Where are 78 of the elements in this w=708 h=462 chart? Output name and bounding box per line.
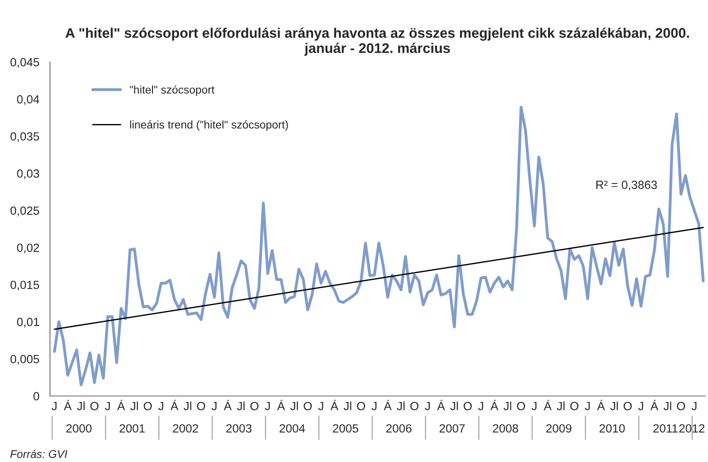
x-tick-label: J (424, 402, 430, 410)
text: 2009 (546, 424, 572, 433)
x-tick-label: Jl (504, 402, 512, 410)
x-tick-label: Jl (77, 402, 85, 410)
x-tick-label: Á (490, 400, 498, 410)
x-tick-label: O (464, 402, 472, 410)
x-tick-label: O (676, 402, 686, 410)
x-tick-label: J (478, 402, 484, 410)
x-tick-label: Á (544, 400, 552, 410)
x-tick-label: Jl (237, 402, 245, 410)
y-tick-label: 0,015 (10, 280, 40, 290)
x-tick-label: J (638, 402, 644, 410)
text: 2004 (280, 424, 305, 433)
y-tick-label: 0,025 (10, 206, 40, 216)
x-tick-label: J (105, 402, 110, 410)
x-tick-label: Jl (396, 402, 405, 410)
x-tick-label: O (517, 402, 526, 410)
text: Forrás: GVI (10, 450, 68, 458)
x-tick-label: J (318, 402, 324, 410)
x-tick-label: Jl (130, 402, 138, 410)
x-tick-label: J (52, 402, 57, 410)
text: 2005 (332, 424, 358, 433)
x-tick-label: O (570, 402, 578, 410)
x-tick-label: Á (437, 400, 445, 410)
text: 2003 (226, 424, 252, 433)
y-tick-label: 0,01 (17, 318, 40, 328)
x-tick-label: Jl (184, 402, 192, 410)
line-series (53, 106, 705, 386)
x-tick-label: Á (650, 400, 658, 410)
x-tick-label: Jl (556, 402, 564, 410)
x-tick-label: Á (117, 400, 126, 410)
text: 2012 (679, 424, 704, 433)
text: 2011 (653, 424, 678, 433)
x-tick-label: Á (170, 400, 178, 410)
x-tick-label: Á (277, 400, 285, 410)
x-tick-label: J (212, 402, 216, 410)
x-tick-label: O (250, 402, 258, 410)
y-tick-label: 0,02 (17, 244, 39, 254)
y-tick-label: 0 (33, 392, 40, 400)
x-tick-label: O (304, 402, 312, 410)
x-tick-label: Á (64, 400, 72, 410)
x-tick-label: J (692, 402, 696, 410)
y-tick-label: 0,03 (17, 169, 40, 180)
x-tick-label: J (158, 402, 164, 410)
text: 2001 (120, 424, 145, 433)
annotation: R² = 0,3863 (596, 180, 657, 190)
x-tick-label: O (624, 402, 632, 410)
x-tick-label: J (372, 402, 376, 410)
text: 2010 (600, 424, 625, 433)
legend-label: lineáris trend ("hitel" szócsoport) (130, 120, 288, 131)
chart-title: A "hitel" szócsoport előfordulási aránya havonta az összes megjelent cikk százalékában, 2000. január - 2012. március (65, 28, 689, 56)
y-tick-label: 0,035 (10, 132, 40, 142)
x-tick-label: J (264, 402, 270, 410)
x-tick-label: Á (330, 400, 338, 410)
legend-label: "hitel" szócsoport (130, 85, 214, 96)
x-tick-label: Jl (664, 402, 672, 410)
x-tick-label: O (90, 402, 98, 410)
y-tick-label: 0,04 (17, 95, 40, 105)
text: 2008 (492, 424, 518, 433)
x-tick-label: J (584, 402, 590, 410)
text: 2002 (172, 424, 198, 433)
text: 2007 (440, 424, 465, 433)
x-tick-label: Á (597, 400, 605, 410)
x-tick-label: Á (224, 400, 232, 410)
x-tick-label: Jl (344, 402, 352, 410)
x-tick-label: Á (384, 400, 392, 410)
x-tick-label: Jl (450, 402, 458, 410)
x-tick-label: J (532, 402, 536, 410)
x-tick-label: O (357, 402, 366, 410)
x-tick-label: Jl (290, 402, 298, 410)
x-tick-label: O (197, 402, 206, 410)
y-tick-label: 0,005 (10, 354, 40, 365)
text: 2000 (66, 424, 92, 433)
x-tick-label: Jl (610, 402, 618, 410)
x-tick-label: O (144, 402, 152, 410)
text: 2006 (386, 424, 412, 433)
x-tick-label: O (410, 402, 418, 410)
y-tick-label: 0,045 (10, 58, 40, 68)
